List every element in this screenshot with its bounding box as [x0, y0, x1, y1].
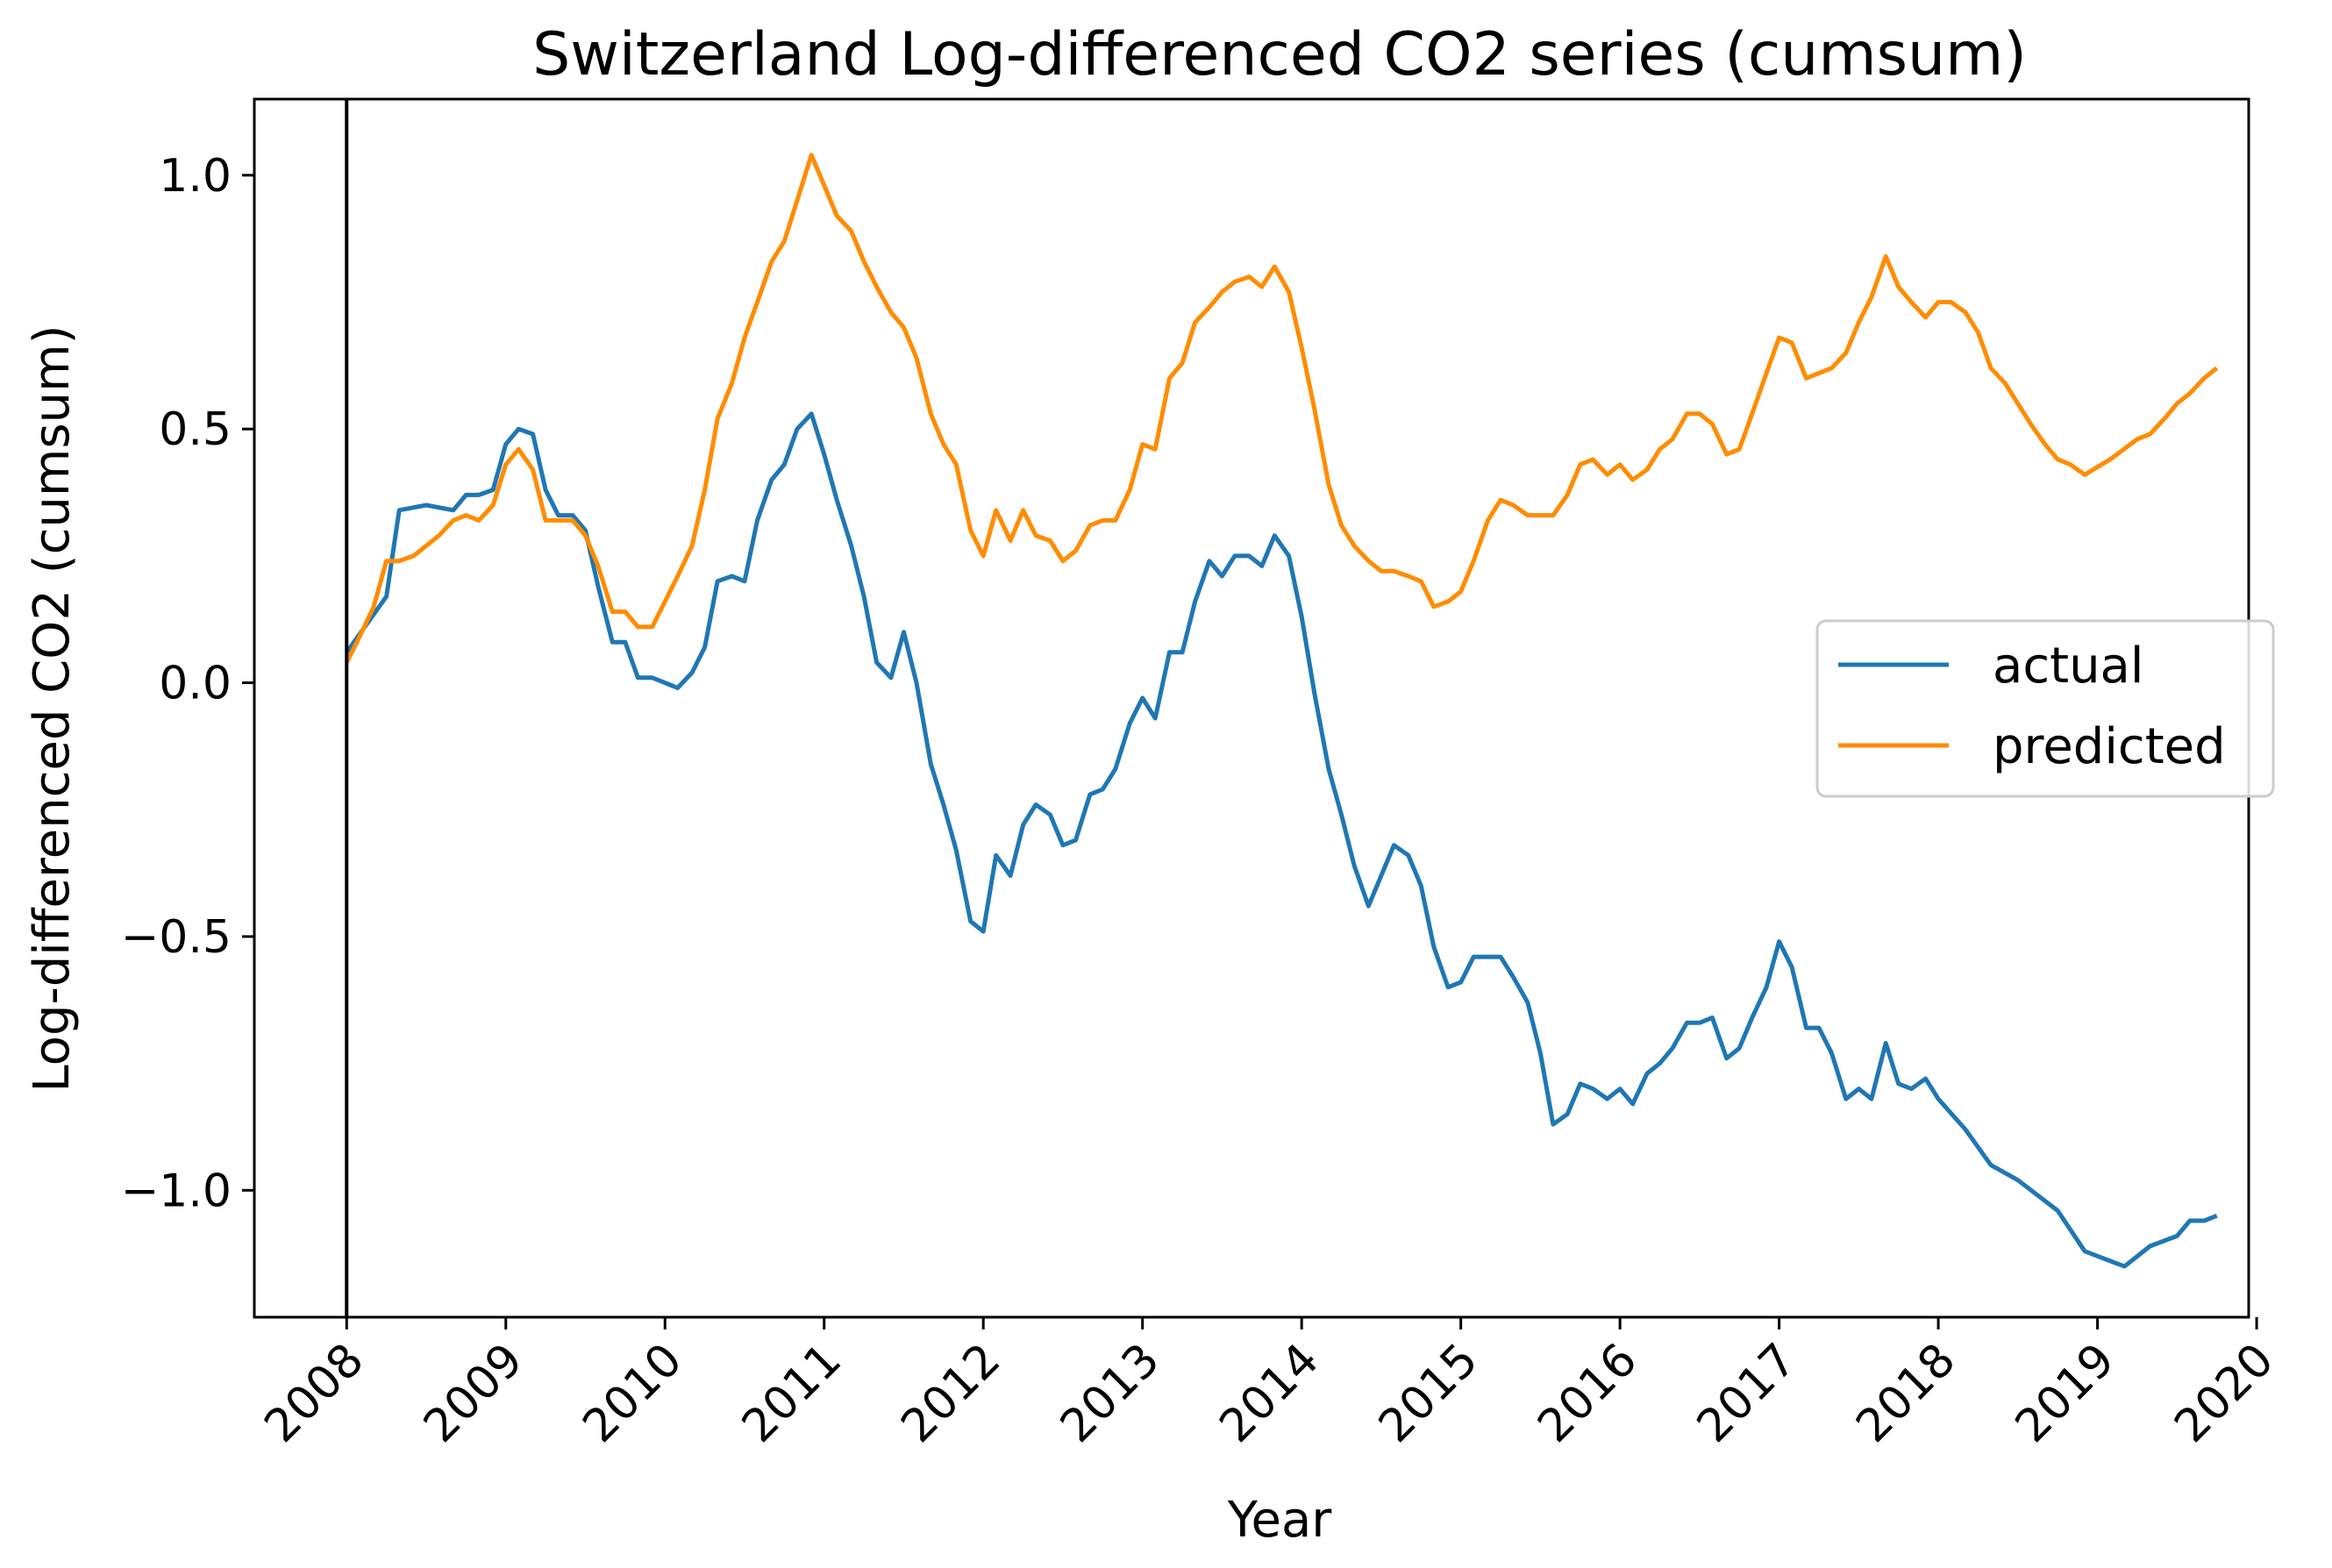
x-axis-label: Year — [1227, 1492, 1333, 1549]
chart-title: Switzerland Log-differenced CO2 series (… — [532, 20, 2027, 89]
series-line-actual — [345, 411, 2218, 1269]
y-tick-label: 0.0 — [159, 658, 232, 710]
series-line-predicted — [345, 153, 2219, 664]
y-tick-label: −1.0 — [121, 1165, 232, 1217]
y-tick-label: −0.5 — [121, 911, 232, 964]
y-axis-label: Log-differenced CO2 (cumsum) — [24, 324, 81, 1092]
y-tick-label: 1.0 — [159, 150, 232, 203]
legend-label-actual: actual — [1993, 638, 2143, 695]
legend-label-predicted: predicted — [1993, 718, 2226, 775]
legend: actual predicted — [1815, 619, 2275, 798]
y-tick-label: 0.5 — [159, 403, 232, 456]
